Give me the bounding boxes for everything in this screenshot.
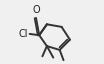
Text: Cl: Cl (19, 29, 28, 39)
Text: O: O (32, 5, 40, 15)
